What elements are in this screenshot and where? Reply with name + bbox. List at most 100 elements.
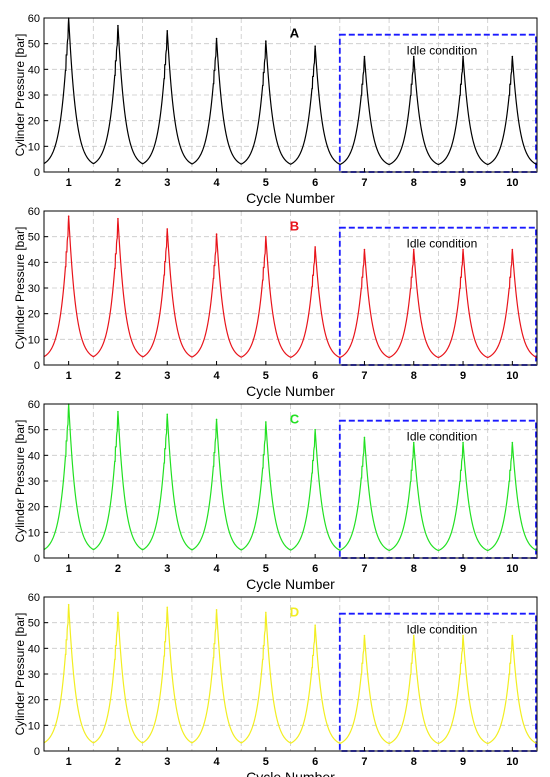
pressure-trace [43,604,538,745]
x-tick-label: 7 [361,756,367,768]
x-tick-label: 8 [411,563,417,575]
x-tick-label: 3 [164,756,170,768]
y-tick-label: 30 [28,669,40,681]
y-tick-label: 60 [28,592,40,604]
x-tick-label: 5 [263,756,269,768]
x-axis-label: Cycle Number [246,576,335,592]
cycle-peak-point [117,24,119,27]
x-tick-label: 3 [164,370,170,382]
y-tick-label: 0 [34,167,40,179]
y-tick-label: 50 [28,425,40,437]
x-tick-label: 7 [361,563,367,575]
y-tick-label: 50 [28,232,40,244]
x-tick-label: 6 [312,177,318,189]
y-tick-label: 0 [34,746,40,758]
x-axis-label: Cycle Number [246,383,335,399]
x-axis-label: Cycle Number [246,190,335,206]
y-tick-label: 40 [28,450,40,462]
cycle-peak-point [363,634,366,637]
x-tick-label: 8 [411,756,417,768]
x-tick-label: 5 [263,177,269,189]
y-tick-label: 50 [28,39,40,51]
x-tick-label: 10 [506,177,518,189]
cycle-peak-point [215,418,218,421]
y-tick-label: 60 [28,399,40,411]
x-tick-label: 7 [361,177,367,189]
x-tick-label: 10 [506,563,518,575]
cycle-peak-point [265,611,267,614]
cycle-peak-point [314,45,316,48]
cycle-peak-point [215,233,218,235]
cycle-peak-point [314,246,316,248]
y-axis-label: Cylinder Pressure [bar] [13,613,27,736]
x-tick-label: 9 [460,370,466,382]
y-tick-label: 0 [34,553,40,565]
x-tick-label: 9 [460,177,466,189]
y-tick-label: 30 [28,90,40,102]
x-tick-label: 6 [312,563,318,575]
cycle-peak-point [265,235,267,238]
y-tick-label: 10 [28,720,40,732]
cycle-peak-point [314,428,316,431]
x-tick-label: 4 [213,563,220,575]
y-tick-label: 0 [34,360,40,372]
y-axis-label: Cylinder Pressure [bar] [13,420,27,543]
cycle-peak-point [462,248,464,251]
cycle-peak-point [265,40,267,42]
cycle-peak-point [412,55,415,58]
y-tick-label: 30 [28,283,40,295]
cycle-peak-point [166,606,169,609]
x-tick-label: 9 [460,756,466,768]
cycle-peak-point [215,609,218,611]
x-tick-label: 10 [506,370,518,382]
y-tick-label: 40 [28,257,40,269]
cycle-peak-point [166,228,169,230]
y-tick-label: 40 [28,643,40,655]
cycle-peak-point [117,611,119,614]
cycle-peak-point [314,624,316,627]
x-tick-label: 1 [66,756,72,768]
x-tick-label: 7 [361,370,367,382]
cycle-peak-point [363,55,366,58]
y-tick-label: 20 [28,502,40,514]
idle-condition-box [338,612,537,752]
x-tick-label: 1 [66,563,72,575]
pressure-trace [43,403,538,552]
y-tick-label: 10 [28,141,40,153]
y-tick-label: 30 [28,476,40,488]
y-tick-label: 50 [28,618,40,630]
x-tick-label: 3 [164,177,170,189]
cycle-peak-point [363,436,366,439]
x-tick-label: 4 [213,756,220,768]
x-tick-label: 8 [411,370,417,382]
cycle-peak-point [412,441,415,444]
y-tick-label: 60 [28,13,40,25]
x-tick-label: 8 [411,177,417,189]
y-tick-label: 10 [28,527,40,539]
pressure-trace [43,216,538,359]
cycle-peak-point [67,603,70,606]
pressure-trace [43,17,538,166]
x-tick-label: 3 [164,563,170,575]
x-tick-label: 1 [66,370,72,382]
y-tick-label: 20 [28,116,40,128]
x-tick-label: 5 [263,563,269,575]
x-tick-label: 2 [115,177,121,189]
cycle-peak-point [166,30,169,32]
cycle-peak-point [462,441,464,444]
idle-condition-box [338,226,537,366]
cycle-peak-point [462,634,464,637]
x-tick-label: 2 [115,370,121,382]
x-tick-label: 4 [213,370,220,382]
x-tick-label: 1 [66,177,72,189]
y-tick-label: 10 [28,334,40,346]
idle-condition-box [338,33,537,173]
cycle-peak-point [511,55,514,58]
cycle-peak-point [412,248,415,251]
x-tick-label: 2 [115,756,121,768]
cycle-peak-point [215,37,218,40]
